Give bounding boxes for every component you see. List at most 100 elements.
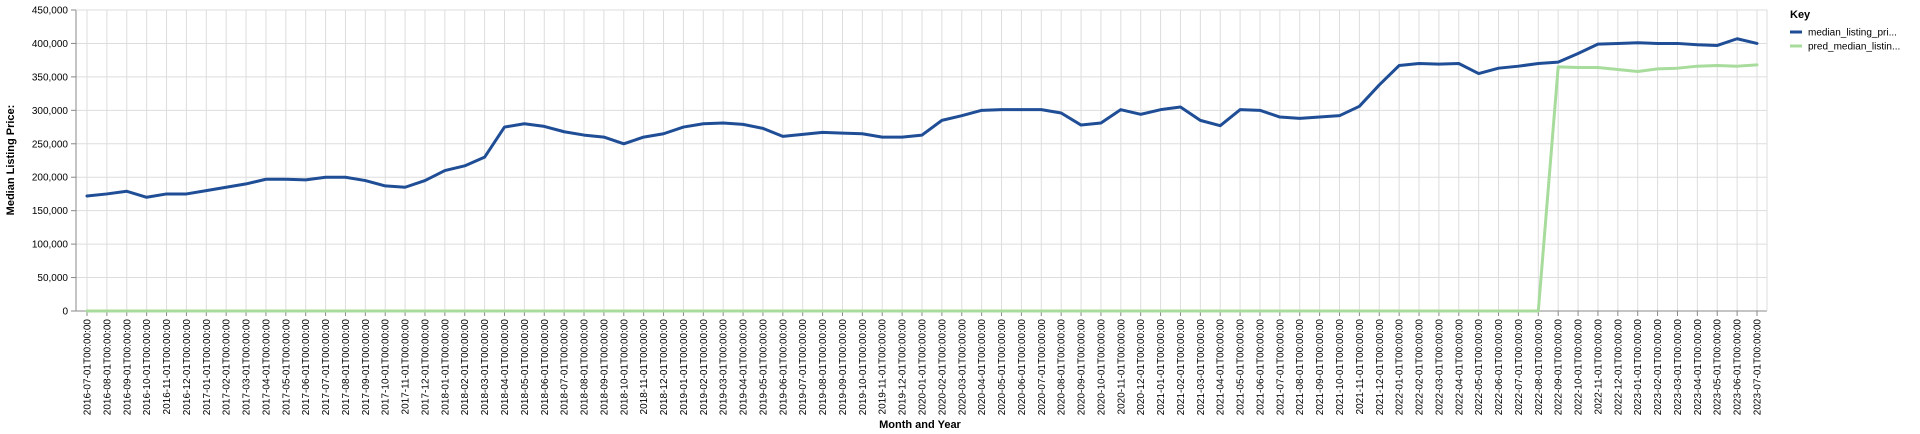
x-tick-label: 2018-11-01T00:00:00 xyxy=(639,319,650,415)
x-tick-label: 2022-12-01T00:00:00 xyxy=(1613,319,1624,416)
y-tick-label: 200,000 xyxy=(32,173,69,184)
x-tick-label: 2020-05-01T00:00:00 xyxy=(997,319,1008,416)
x-tick-label: 2021-04-01T00:00:00 xyxy=(1216,319,1227,416)
x-tick-label: 2018-02-01T00:00:00 xyxy=(460,319,471,416)
x-tick-label: 2020-03-01T00:00:00 xyxy=(957,319,968,416)
x-tick-label: 2018-06-01T00:00:00 xyxy=(540,319,551,416)
x-tick-label: 2019-02-01T00:00:00 xyxy=(699,319,710,416)
x-tick-label: 2018-09-01T00:00:00 xyxy=(599,319,610,416)
x-tick-label: 2021-12-01T00:00:00 xyxy=(1375,319,1386,416)
x-tick-label: 2023-05-01T00:00:00 xyxy=(1713,319,1724,416)
x-tick-label: 2020-06-01T00:00:00 xyxy=(1017,319,1028,416)
y-tick-label: 50,000 xyxy=(37,273,68,284)
x-tick-label: 2017-01-01T00:00:00 xyxy=(202,319,213,416)
x-tick-label: 2022-08-01T00:00:00 xyxy=(1534,319,1545,416)
x-tick-label: 2021-08-01T00:00:00 xyxy=(1295,319,1306,416)
y-tick-label: 0 xyxy=(62,307,68,318)
x-tick-label: 2019-11-01T00:00:00 xyxy=(878,319,889,415)
x-tick-label: 2022-03-01T00:00:00 xyxy=(1434,319,1445,416)
series-lines xyxy=(85,37,1759,313)
x-tick-label: 2020-01-01T00:00:00 xyxy=(918,319,929,416)
x-tick-label: 2022-04-01T00:00:00 xyxy=(1454,319,1465,416)
x-tick-label: 2018-08-01T00:00:00 xyxy=(580,319,591,416)
x-tick-label: 2017-07-01T00:00:00 xyxy=(321,319,332,416)
legend-title: Key xyxy=(1790,9,1811,21)
x-tick-label: 2023-07-01T00:00:00 xyxy=(1753,319,1764,416)
x-tick-label: 2020-07-01T00:00:00 xyxy=(1037,319,1048,416)
x-tick-label: 2017-02-01T00:00:00 xyxy=(222,319,233,416)
x-tick-label: 2020-08-01T00:00:00 xyxy=(1057,319,1068,416)
x-tick-label: 2022-02-01T00:00:00 xyxy=(1415,319,1426,416)
x-tick-label: 2022-10-01T00:00:00 xyxy=(1574,319,1585,416)
x-tick-label: 2018-01-01T00:00:00 xyxy=(440,319,451,416)
y-tick-label: 350,000 xyxy=(32,72,69,83)
x-tick-label: 2017-09-01T00:00:00 xyxy=(361,319,372,416)
x-tick-label: 2017-11-01T00:00:00 xyxy=(401,319,412,415)
y-axis-title: Median Listing Price: xyxy=(5,105,17,216)
x-tick-label: 2019-09-01T00:00:00 xyxy=(838,319,849,416)
x-tick-label: 2023-06-01T00:00:00 xyxy=(1733,319,1744,416)
x-tick-label: 2018-10-01T00:00:00 xyxy=(619,319,630,416)
x-tick-label: 2020-02-01T00:00:00 xyxy=(937,319,948,416)
x-tick-label: 2016-09-01T00:00:00 xyxy=(122,319,133,416)
x-tick-label: 2020-04-01T00:00:00 xyxy=(977,319,988,416)
x-tick-label: 2017-04-01T00:00:00 xyxy=(261,319,272,416)
y-tick-label: 400,000 xyxy=(32,39,69,50)
x-tick-label: 2020-09-01T00:00:00 xyxy=(1077,319,1088,416)
x-tick-label: 2018-12-01T00:00:00 xyxy=(659,319,670,416)
legend-label-0: median_listing_pri... xyxy=(1808,28,1897,39)
x-tick-label: 2021-09-01T00:00:00 xyxy=(1315,319,1326,416)
x-tick-label: 2018-07-01T00:00:00 xyxy=(560,319,571,416)
y-tick-label: 250,000 xyxy=(32,139,69,150)
x-tick-label: 2023-02-01T00:00:00 xyxy=(1653,319,1664,416)
x-tick-label: 2021-10-01T00:00:00 xyxy=(1335,319,1346,416)
x-tick-label: 2017-05-01T00:00:00 xyxy=(281,319,292,416)
x-tick-label: 2018-04-01T00:00:00 xyxy=(500,319,511,416)
x-tick-label: 2019-12-01T00:00:00 xyxy=(898,319,909,416)
x-tick-label: 2023-03-01T00:00:00 xyxy=(1673,319,1684,416)
x-tick-label: 2016-07-01T00:00:00 xyxy=(83,319,94,416)
x-tick-label: 2019-10-01T00:00:00 xyxy=(858,319,869,416)
x-tick-label: 2016-12-01T00:00:00 xyxy=(182,319,193,416)
x-tick-label: 2019-03-01T00:00:00 xyxy=(719,319,730,416)
x-tick-label: 2018-03-01T00:00:00 xyxy=(480,319,491,416)
x-tick-label: 2022-05-01T00:00:00 xyxy=(1474,319,1485,416)
x-tick-label: 2016-11-01T00:00:00 xyxy=(162,319,173,415)
x-tick-label: 2017-10-01T00:00:00 xyxy=(381,319,392,416)
x-tick-label: 2019-05-01T00:00:00 xyxy=(758,319,769,416)
x-tick-label: 2022-06-01T00:00:00 xyxy=(1494,319,1505,416)
x-tick-label: 2019-07-01T00:00:00 xyxy=(798,319,809,416)
x-tick-label: 2021-03-01T00:00:00 xyxy=(1196,319,1207,416)
x-tick-label: 2021-05-01T00:00:00 xyxy=(1236,319,1247,416)
x-tick-label: 2017-06-01T00:00:00 xyxy=(301,319,312,416)
x-tick-label: 2017-08-01T00:00:00 xyxy=(341,319,352,416)
x-axis-title: Month and Year xyxy=(879,419,961,431)
x-tick-label: 2016-10-01T00:00:00 xyxy=(142,319,153,416)
x-tick-label: 2017-12-01T00:00:00 xyxy=(420,319,431,416)
x-tick-label: 2019-04-01T00:00:00 xyxy=(739,319,750,416)
y-tick-label: 450,000 xyxy=(32,6,69,17)
x-tick-label: 2016-08-01T00:00:00 xyxy=(102,319,113,416)
y-tick-label: 300,000 xyxy=(32,106,69,117)
x-tick-label: 2019-08-01T00:00:00 xyxy=(818,319,829,416)
series-line-0 xyxy=(85,37,1759,199)
x-tick-label: 2022-09-01T00:00:00 xyxy=(1554,319,1565,416)
series-line-1 xyxy=(85,63,1759,313)
x-tick-label: 2019-06-01T00:00:00 xyxy=(778,319,789,416)
x-tick-label: 2023-01-01T00:00:00 xyxy=(1633,319,1644,416)
x-tick-label: 2020-11-01T00:00:00 xyxy=(1116,319,1127,415)
gridlines xyxy=(76,9,1767,311)
x-tick-label: 2022-11-01T00:00:00 xyxy=(1593,319,1604,415)
x-tick-label: 2020-10-01T00:00:00 xyxy=(1096,319,1107,416)
x-tick-label: 2021-01-01T00:00:00 xyxy=(1156,319,1167,416)
axes: 0 50,000 100,000 150,000 200,000 250,000 300,0… xyxy=(32,6,1768,416)
x-tick-label: 2022-07-01T00:00:00 xyxy=(1514,319,1525,416)
x-tick-label: 2022-01-01T00:00:00 xyxy=(1395,319,1406,416)
x-tick-label: 2021-06-01T00:00:00 xyxy=(1255,319,1266,416)
y-tick-label: 150,000 xyxy=(32,206,69,217)
x-tick-label: 2020-12-01T00:00:00 xyxy=(1136,319,1147,416)
x-tick-label: 2021-07-01T00:00:00 xyxy=(1275,319,1286,416)
x-tick-label: 2023-04-01T00:00:00 xyxy=(1693,319,1704,416)
x-tick-label: 2021-11-01T00:00:00 xyxy=(1355,319,1366,415)
